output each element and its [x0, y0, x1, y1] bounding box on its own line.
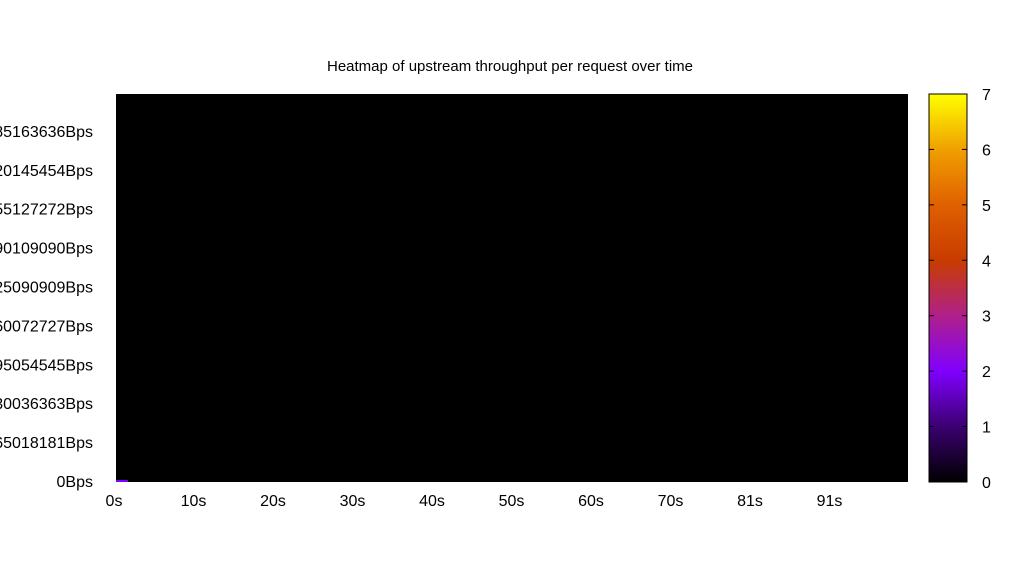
x-tick-label: 60s: [578, 493, 604, 510]
y-tick-label: 390109090Bps: [0, 241, 93, 258]
x-tick-label: 70s: [658, 493, 684, 510]
chart-title: Heatmap of upstream throughput per reque…: [327, 58, 693, 75]
x-tick-label: 50s: [499, 493, 525, 510]
y-tick-label: 585163636Bps: [0, 124, 93, 141]
x-axis-tick-labels: 0s 10s 20s 30s 40s 50s 60s 70s 81s 91s: [106, 493, 843, 510]
x-tick-label: 40s: [419, 493, 445, 510]
colorbar-tick-label: 3: [982, 309, 991, 326]
colorbar-tick-label: 1: [982, 420, 991, 437]
heatmap-cell: [116, 480, 128, 482]
x-tick-label: 30s: [340, 493, 366, 510]
x-tick-label: 0s: [106, 493, 123, 510]
colorbar-tick-label: 6: [982, 142, 991, 159]
x-tick-label: 81s: [737, 493, 763, 510]
colorbar-tick-labels: 0 1 2 3 4 5 6 7: [929, 87, 991, 492]
y-axis-tick-labels: 0Bps 65018181Bps 130036363Bps 195054545Bps 2…: [0, 124, 93, 491]
colorbar-tick-label: 4: [982, 253, 991, 270]
y-tick-label: 130036363Bps: [0, 396, 93, 413]
plot-area: [116, 94, 908, 482]
y-tick-label: 325090909Bps: [0, 280, 93, 297]
y-tick-label: 195054545Bps: [0, 357, 93, 374]
x-tick-label: 20s: [260, 493, 286, 510]
colorbar-tick-label: 5: [982, 198, 991, 215]
colorbar-tick-label: 0: [982, 475, 991, 492]
x-tick-label: 10s: [181, 493, 207, 510]
heatmap-cells: [116, 480, 128, 482]
y-tick-label: 0Bps: [57, 474, 93, 491]
y-tick-label: 520145454Bps: [0, 163, 93, 180]
y-tick-label: 65018181Bps: [0, 435, 93, 452]
x-tick-label: 91s: [817, 493, 843, 510]
colorbar-tick-label: 2: [982, 364, 991, 381]
y-tick-label: 260072727Bps: [0, 318, 93, 335]
y-tick-label: 455127272Bps: [0, 202, 93, 219]
colorbar: [928, 93, 968, 483]
colorbar-tick-label: 7: [982, 87, 991, 104]
